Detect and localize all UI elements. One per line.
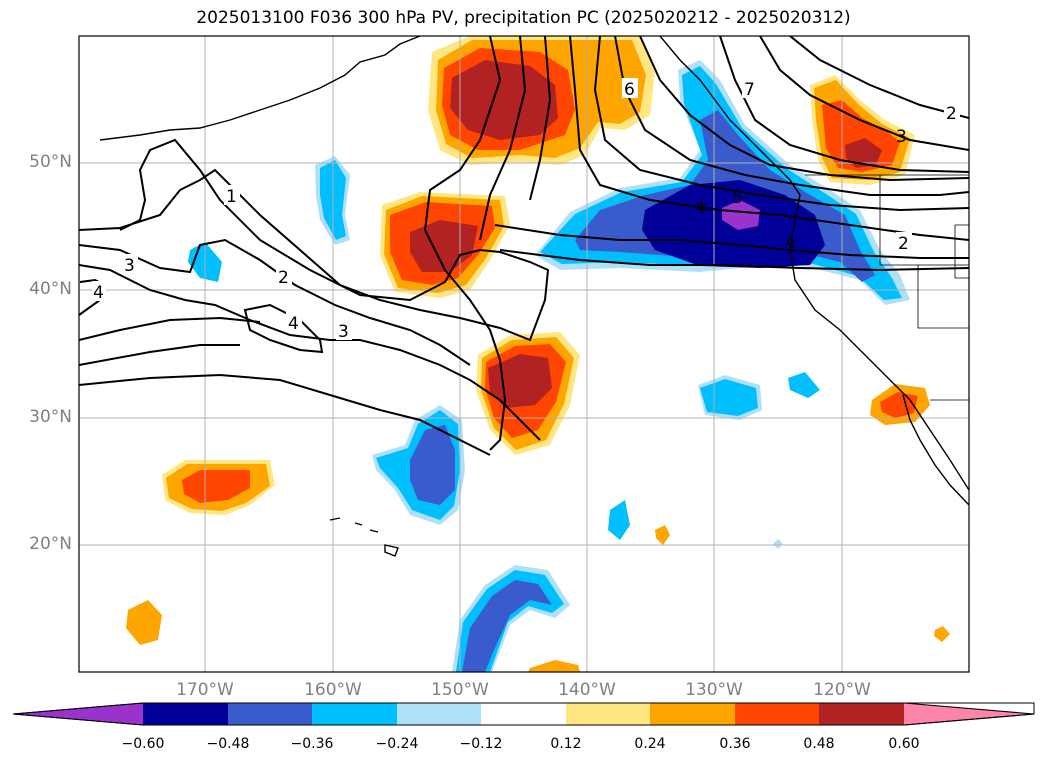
colorbar-extend-high — [904, 703, 1034, 725]
contour-jet-9 — [789, 36, 969, 119]
contour-label: 5 — [732, 188, 743, 208]
positive-anomaly-small-1 — [126, 600, 162, 645]
aleutian-coast — [99, 36, 421, 141]
pv-contours — [79, 36, 969, 456]
colorbar-segment — [228, 703, 312, 725]
positive-anomaly-north — [428, 36, 655, 165]
contour-label: 4 — [288, 314, 299, 334]
colorbar-segment — [650, 703, 735, 725]
lat-label-40n: 40°N — [29, 279, 72, 299]
contour-jet-5 — [494, 224, 969, 259]
state-borders — [805, 174, 969, 401]
contour-label: 3 — [896, 127, 907, 147]
contour-label: 4 — [695, 198, 706, 218]
negative-anomaly-south — [452, 565, 570, 672]
colorbar-segment — [397, 703, 481, 725]
colorbar-tick: 0.36 — [719, 736, 751, 752]
contour-jet-8 — [759, 36, 969, 151]
colorbar-segment — [735, 703, 819, 725]
contour-label: 2 — [946, 104, 957, 124]
colorbar-tick: 0.12 — [550, 736, 582, 752]
contour-jet-3 — [614, 36, 969, 196]
positive-anomaly-small-3 — [655, 525, 670, 545]
colorbar-segment — [312, 703, 397, 725]
north-america-coast — [659, 36, 969, 491]
colorbar-extend-low — [13, 703, 143, 725]
contour-jet-6 — [499, 249, 969, 272]
hawaii-islands — [329, 517, 399, 557]
contour-7 — [79, 373, 491, 456]
colorbar-outline — [12, 702, 1035, 726]
contour-3 — [79, 264, 541, 441]
colorbar-segment — [566, 703, 650, 725]
contour-label: 2 — [278, 268, 289, 288]
contour-label: 6 — [624, 80, 635, 100]
colorbar-tick: −0.60 — [121, 736, 165, 752]
lat-label-50n: 50°N — [29, 152, 72, 172]
colorbar-segment — [481, 703, 566, 725]
precip-shading — [126, 36, 950, 672]
contour-label: 1 — [226, 187, 237, 207]
negative-anomaly-small-5 — [608, 500, 630, 540]
colorbar-segment — [819, 703, 904, 725]
colorbar-tick: −0.12 — [459, 736, 503, 752]
contour-label: 4 — [93, 283, 104, 303]
contour-5 — [79, 316, 261, 341]
contour-4-closed — [243, 303, 324, 354]
contour-jet-1 — [569, 36, 969, 241]
lon-label-120w: 120°W — [813, 680, 871, 700]
colorbar-tick: 0.48 — [803, 736, 835, 752]
map-title: 2025013100 F036 300 hPa PV, precipitatio… — [196, 8, 851, 28]
graticule — [79, 36, 969, 672]
contour-label: 4 — [785, 233, 796, 253]
contour-1 — [79, 138, 550, 342]
contour-2 — [79, 238, 471, 366]
contour-ridge-2 — [479, 36, 527, 241]
contour-label: 2 — [898, 234, 909, 254]
map-frame — [78, 35, 970, 673]
colorbar-tick: −0.36 — [290, 736, 334, 752]
positive-anomaly-small-4 — [934, 626, 950, 642]
negative-anomaly-small-4 — [788, 372, 820, 398]
contour-ridge-3 — [529, 36, 552, 201]
colorbar-segment — [143, 703, 228, 725]
negative-anomaly-central — [372, 405, 465, 525]
lon-label-130w: 130°W — [685, 680, 743, 700]
colorbar-tick: −0.24 — [375, 736, 419, 752]
positive-anomaly-small-2 — [528, 660, 580, 672]
contour-6 — [79, 344, 240, 366]
contour-label: 3 — [338, 322, 349, 342]
lon-label-160w: 160°W — [304, 680, 362, 700]
lat-label-20n: 20°N — [29, 534, 72, 554]
contour-jet-4 — [639, 36, 969, 182]
lon-label-150w: 150°W — [431, 680, 489, 700]
contour-label: 3 — [124, 256, 135, 276]
contour-label: 7 — [744, 80, 755, 100]
colorbar-tick: 0.24 — [634, 736, 666, 752]
contour-jet-7 — [719, 36, 969, 173]
colorbar-tick: −0.48 — [206, 736, 250, 752]
colorbar-tick: 0.60 — [888, 736, 920, 752]
contour-ridge-1 — [423, 36, 507, 451]
contour-jet-2 — [593, 36, 969, 212]
baja-coast — [902, 394, 969, 506]
colorbar — [12, 702, 1035, 726]
lon-label-140w: 140°W — [558, 680, 616, 700]
contour-labels: 1 2 3 4 4 3 5 4 6 7 2 3 4 2 — [92, 78, 960, 342]
coastlines — [99, 36, 969, 557]
negative-anomaly-small-6 — [773, 539, 783, 549]
lat-label-30n: 30°N — [29, 407, 72, 427]
positive-anomaly-west — [162, 460, 275, 515]
lon-label-170w: 170°W — [176, 680, 234, 700]
